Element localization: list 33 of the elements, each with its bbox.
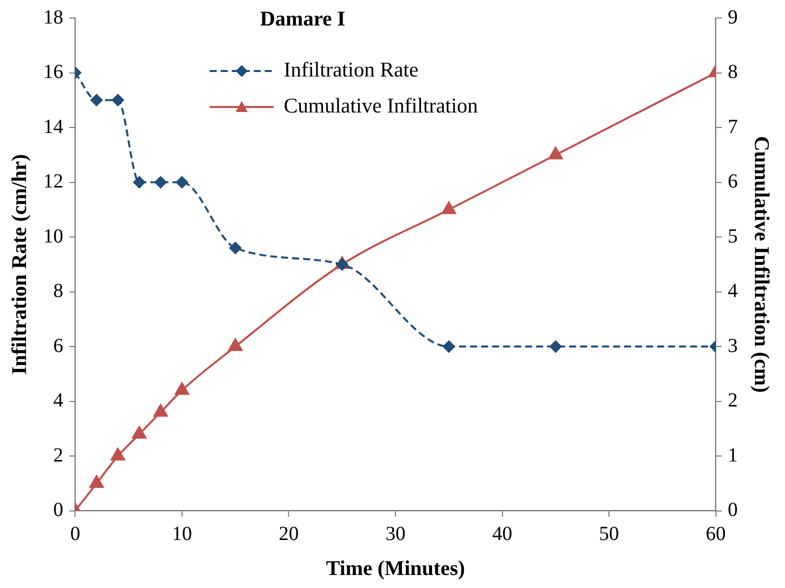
y2-tick-label: 1 (728, 444, 738, 466)
y2-tick-label: 0 (728, 499, 738, 522)
y2-tick-label: 5 (728, 225, 738, 248)
y2-tick-label: 6 (728, 170, 738, 193)
y-tick-label: 16 (43, 61, 64, 84)
y2-tick-label: 2 (728, 390, 738, 412)
y-tick-label: 8 (53, 280, 64, 302)
y2-tick-label: 9 (728, 6, 738, 28)
y2-axis-title: Cumulative Infiltration (cm) (750, 136, 774, 393)
x-tick-label: 10 (172, 523, 192, 546)
y2-tick-label: 3 (728, 334, 738, 357)
y-tick-label: 12 (43, 170, 64, 193)
x-tick-label: 0 (70, 523, 80, 546)
y-axis-title: Infiltration Rate (cm/hr) (7, 154, 32, 375)
y2-tick-label: 4 (728, 280, 738, 302)
y-tick-label: 14 (43, 116, 64, 138)
x-tick-label: 50 (599, 523, 620, 546)
y-tick-label: 2 (53, 444, 64, 466)
x-axis-title: Time (Minutes) (326, 556, 466, 580)
y-tick-label: 0 (53, 499, 64, 522)
x-tick-label: 60 (706, 523, 726, 546)
x-tick-label: 40 (492, 523, 512, 546)
chart-title: Damare I (260, 6, 346, 30)
y-tick-label: 4 (53, 390, 64, 412)
legend-label: Cumulative Infiltration (284, 94, 478, 118)
y-tick-label: 6 (53, 334, 64, 357)
y2-tick-label: 8 (728, 61, 738, 84)
y-tick-label: 10 (43, 225, 64, 248)
x-tick-label: 20 (278, 523, 299, 546)
y-tick-label: 18 (43, 6, 64, 28)
y2-tick-label: 7 (728, 116, 738, 138)
x-tick-label: 30 (386, 523, 406, 546)
legend-label: Infiltration Rate (284, 58, 418, 82)
